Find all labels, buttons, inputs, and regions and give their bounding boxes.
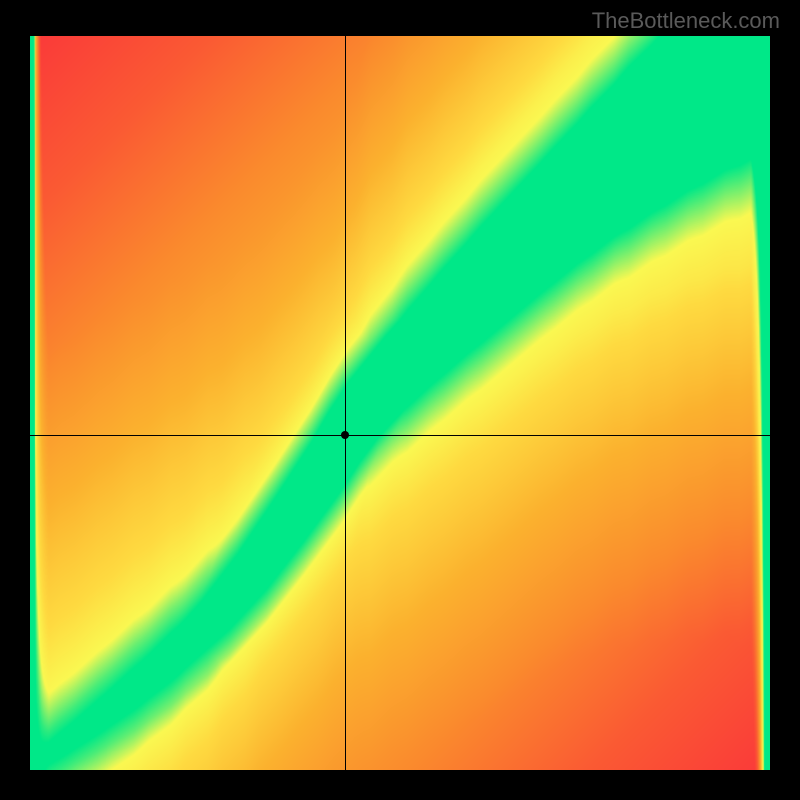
chart-container: { "watermark": "TheBottleneck.com", "lay… [0, 0, 800, 800]
heatmap-plot [30, 36, 770, 770]
crosshair-marker [341, 431, 349, 439]
watermark-text: TheBottleneck.com [592, 8, 780, 34]
heatmap-canvas [30, 36, 770, 770]
crosshair-horizontal [30, 435, 770, 436]
crosshair-vertical [345, 36, 346, 770]
